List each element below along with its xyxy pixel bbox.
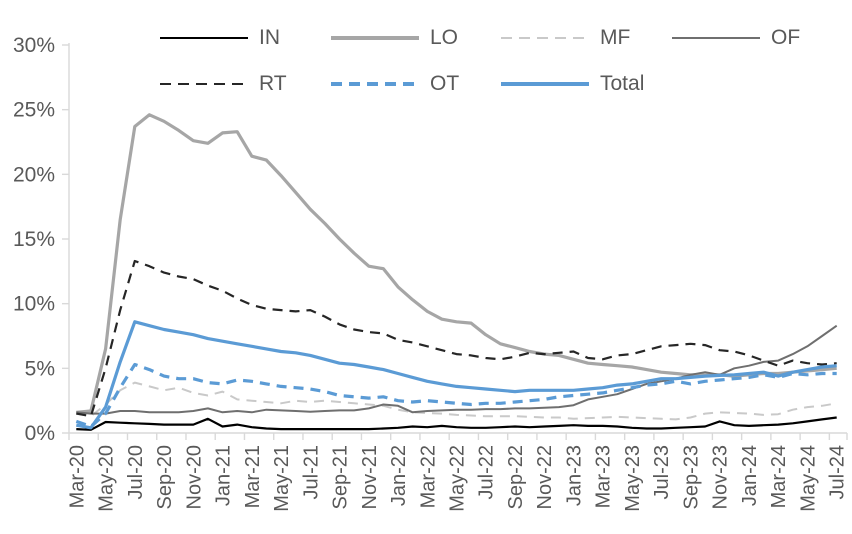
legend-line-OT — [331, 82, 419, 86]
legend-label-OT: OT — [430, 72, 460, 95]
y-axis-tick-labels: 0% 5% 10% 15% 20% 25% 30% — [13, 34, 55, 445]
x-tick-label: Jan-22 — [388, 445, 410, 506]
legend-line-OF — [672, 36, 760, 40]
legend-label-MF: MF — [600, 26, 631, 49]
x-tick-label: Jul-24 — [827, 445, 849, 499]
series-line-RT — [76, 259, 837, 418]
data-series-lines — [75, 113, 838, 431]
x-tick-label: Jul-23 — [651, 445, 673, 499]
legend-label-RT: RT — [259, 72, 287, 95]
x-tick-label: Jul-21 — [300, 445, 322, 499]
x-tick-label: Jul-22 — [476, 445, 498, 499]
x-tick-label: Mar-20 — [66, 445, 88, 508]
legend-item-OT: OT — [331, 73, 459, 95]
x-tick-label: Jan-24 — [739, 445, 761, 506]
legend-line-IN — [160, 36, 248, 40]
legend-line-Total — [501, 82, 589, 86]
y-tick-label: 10% — [13, 293, 55, 316]
legend-item-OF: OF — [672, 27, 800, 49]
x-tick-label: Mar-24 — [768, 445, 790, 508]
x-tick-label: Mar-22 — [417, 445, 439, 508]
x-tick-label: May-24 — [797, 445, 819, 512]
x-tick-label: Nov-21 — [359, 445, 381, 509]
x-tick-label: Nov-20 — [183, 445, 205, 509]
x-tick-label: Sep-23 — [680, 445, 702, 510]
x-tick-label: Sep-21 — [330, 445, 352, 510]
x-tick-label: May-21 — [271, 445, 293, 512]
x-tick-label: Jan-23 — [563, 445, 585, 506]
legend-line-RT — [160, 82, 248, 86]
x-axis-tick-labels: Mar-20 May-20 Jul-20 Sep-20 Nov-20 Jan-21 Mar-… — [66, 445, 848, 512]
y-tick-label: 5% — [25, 357, 55, 380]
x-tick-label: Jul-20 — [125, 445, 147, 499]
legend-label-IN: IN — [259, 26, 280, 49]
legend-label-Total: Total — [600, 72, 645, 95]
legend-item-IN: IN — [160, 27, 280, 49]
x-tick-label: Sep-22 — [505, 445, 527, 510]
legend-item-Total: Total — [501, 73, 644, 95]
x-tick-label: Nov-23 — [710, 445, 732, 509]
chart-legend: IN LO MF OF RT OT Total — [0, 0, 852, 110]
legend-item-LO: LO — [331, 27, 458, 49]
x-tick-label: Sep-20 — [154, 445, 176, 510]
series-line-MF — [76, 381, 837, 421]
y-tick-label: 0% — [25, 422, 55, 445]
x-tick-label: May-22 — [447, 445, 469, 512]
y-tick-label: 20% — [13, 163, 55, 186]
x-tick-label: May-23 — [622, 445, 644, 512]
series-line-Total — [76, 320, 837, 430]
series-line-OF — [76, 324, 838, 415]
y-tick-label: 25% — [13, 99, 55, 122]
x-tick-label: Mar-21 — [242, 445, 264, 508]
legend-line-MF — [501, 36, 589, 40]
y-tick-label: 30% — [13, 34, 55, 57]
legend-line-LO — [331, 36, 419, 40]
series-line-IN — [76, 416, 837, 431]
x-tick-label: May-20 — [96, 445, 118, 512]
axes — [62, 43, 848, 440]
legend-item-RT: RT — [160, 73, 287, 95]
x-tick-label: Nov-22 — [534, 445, 556, 509]
legend-item-MF: MF — [501, 27, 630, 49]
x-tick-label: Jan-21 — [213, 445, 235, 506]
legend-label-LO: LO — [430, 26, 459, 49]
series-line-LO — [76, 113, 837, 414]
legend-label-OF: OF — [771, 26, 801, 49]
x-tick-label: Mar-23 — [593, 445, 615, 508]
y-tick-label: 15% — [13, 228, 55, 251]
